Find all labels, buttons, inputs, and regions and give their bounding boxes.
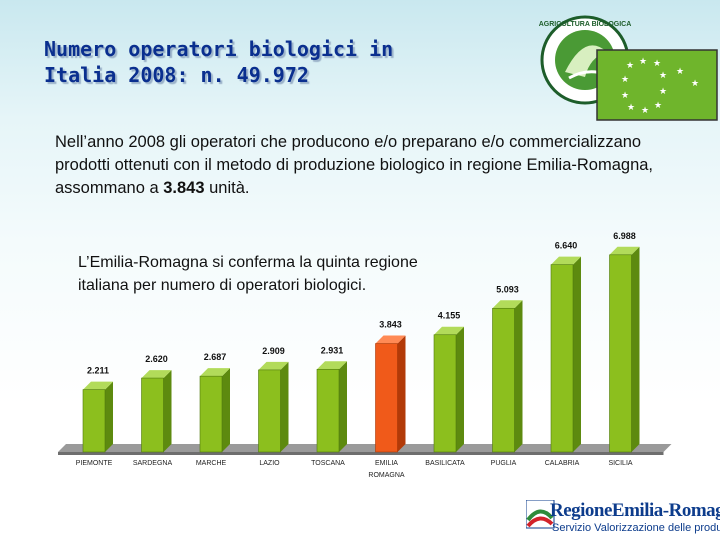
category-label: BASILICATA [425,460,465,467]
bar-top [551,256,581,265]
category-label: TOSCANA [311,460,345,467]
category-label: ROMAGNA [368,472,405,479]
category-label: PIEMONTE [76,460,113,467]
data-label: 2.620 [145,354,168,364]
organic-logo-ring-text: AGRICOLTURA BIOLOGICA [539,21,632,28]
category-label: SICILIA [608,460,632,467]
bar-top [141,370,172,379]
svg-text:★: ★ [627,103,635,113]
svg-text:★: ★ [621,91,629,101]
bar [141,377,164,453]
bar-side [573,256,581,452]
data-label: 5.093 [496,284,519,294]
regione-flag-icon [526,500,555,529]
bar-top [317,361,347,370]
bar-side [163,370,172,452]
svg-text:★: ★ [641,106,649,116]
regione-name: RegioneEmilia-Romagna [550,500,720,521]
intro-text-end: unità. [204,179,250,197]
data-label: 2.931 [321,345,344,355]
bar [375,343,398,453]
category-label: CALABRIA [545,460,580,467]
svg-text:★: ★ [676,67,684,77]
bar-top [375,335,406,344]
data-label: 3.843 [379,320,402,330]
svg-text:★: ★ [621,75,629,85]
bar-side [280,361,289,452]
bar [492,307,515,453]
intro-paragraph: Nell’anno 2008 gli operatori che produco… [55,131,655,200]
intro-text: Nell’anno 2008 gli operatori che produco… [55,133,654,197]
page-title: Numero operatori biologici in Italia 200… [44,36,484,88]
title-line-1: Numero operatori biologici in [44,37,394,61]
data-label: 2.211 [87,366,109,376]
svg-text:★: ★ [659,71,667,81]
data-label: 6.988 [613,231,636,241]
svg-text:★: ★ [626,61,634,71]
category-label: LAZIO [259,460,280,467]
bar-top [200,368,230,377]
bar [550,264,574,453]
organic-farming-logo: AGRICOLTURA BIOLOGICA ★ ★ ★ ★ ★ ★ ★ ★ ★ ★ ★ ★ [539,15,718,121]
bar-side [514,300,523,452]
callout-text: L’Emilia-Romagna si conferma la quinta r… [78,254,418,294]
bar-side [339,361,347,452]
category-label: MARCHE [196,460,227,467]
bar-top [609,246,640,255]
bar-side [631,246,640,452]
regione-emilia-romagna-logo [524,494,720,540]
bar [316,368,340,453]
bar-top [83,381,113,390]
bar-top [492,300,523,309]
bar-top [434,326,464,335]
data-label: 2.909 [262,346,285,356]
bar-side [456,326,464,452]
bar [433,334,457,453]
bar [82,389,106,453]
data-label: 4.155 [438,311,461,321]
category-label: EMILIA [375,460,398,467]
svg-text:★: ★ [639,57,647,67]
bar-side [105,381,113,452]
bar [609,254,632,453]
svg-text:★: ★ [659,87,667,97]
regione-subtitle: Servizio Valorizzazione delle produzioni [552,522,720,534]
svg-text:★: ★ [653,59,661,69]
data-label: 2.687 [204,352,227,362]
bar-top [258,361,289,370]
bar-side [222,368,230,452]
bar [199,375,223,453]
svg-text:★: ★ [654,101,662,111]
intro-total: 3.843 [163,179,205,197]
bar-side [397,335,406,452]
svg-text:★: ★ [691,79,699,89]
category-label: PUGLIA [491,460,517,467]
bar [258,369,281,453]
category-label: SARDEGNA [133,460,173,467]
chart-floor-edge [58,452,664,455]
title-line-2: Italia 2008: n. 49.972 [44,63,309,87]
data-label: 6.640 [555,241,578,251]
